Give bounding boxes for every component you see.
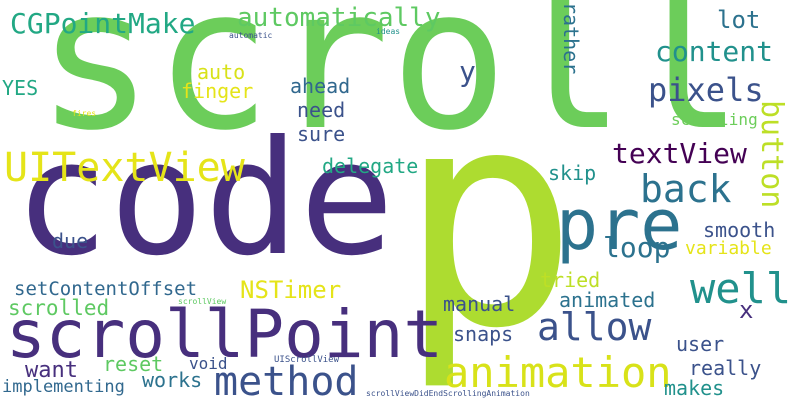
word-uiscrollview: UIScrollView <box>274 355 340 365</box>
word-delegate: scrolling <box>671 110 758 129</box>
word-content: content <box>655 35 774 68</box>
word-pre: pre <box>556 184 683 266</box>
word-cgpointmake: CGPointMake <box>10 7 196 40</box>
word-manual: manual <box>443 292 516 316</box>
word-sure: sure <box>297 122 346 146</box>
word-rather: delegate <box>322 154 419 178</box>
word-works: works <box>142 368 203 392</box>
word-need: need <box>297 98 346 122</box>
word-automatic: automatic <box>229 31 273 40</box>
word-nstimer: NSTimer <box>240 276 342 304</box>
word-ahead: ahead <box>290 74 351 98</box>
word-makes: makes <box>664 376 725 400</box>
word-want: want <box>25 358 78 383</box>
word-textview: textView <box>612 137 747 170</box>
word-p: p <box>398 45 579 394</box>
word-animation: animation <box>444 348 672 397</box>
word-loop: loop <box>603 231 671 264</box>
word-smooth: smooth <box>703 218 776 242</box>
word-yes: YES <box>2 76 39 100</box>
word-uitextview: UITextView <box>4 145 245 191</box>
word-snaps: snaps <box>453 322 514 346</box>
word-skip: skip <box>548 161 597 185</box>
word-reset: reset <box>103 352 164 376</box>
word-back: back <box>640 167 732 211</box>
word-void: void <box>189 354 228 373</box>
word-pixels: pixels <box>648 71 764 109</box>
word-ideas: ideas <box>376 27 401 36</box>
word-animated: animated <box>559 288 656 312</box>
word-x: x <box>739 296 754 324</box>
word-fires: fires <box>72 109 97 118</box>
word-scrolled: scrolled <box>8 296 110 320</box>
word-variable: variable <box>685 238 772 259</box>
word-tried: tried <box>540 268 601 292</box>
word-scrollpoint: scrollPoint <box>6 296 444 373</box>
word-code: code <box>14 107 395 291</box>
word-automatically: automatically <box>237 3 441 33</box>
word-finger: finger <box>181 79 254 103</box>
word-setcontentoffset: setContentOffset <box>14 278 198 300</box>
word-scrolling: rather <box>559 2 583 75</box>
word-auto: auto <box>197 60 246 84</box>
word-button: button <box>754 100 789 209</box>
word-method: method <box>214 359 359 400</box>
word-really: really <box>689 356 762 380</box>
word-well: well <box>690 264 792 313</box>
word-y: y <box>459 55 476 88</box>
word-implementing: implementing <box>2 377 125 397</box>
word-lot: lot <box>717 6 761 34</box>
word-allow: allow <box>537 305 652 349</box>
word-scrollview: scrollView <box>178 297 227 306</box>
word-due: due <box>52 229 89 253</box>
word-scroll: scroll <box>36 0 745 174</box>
word-user: user <box>676 332 725 356</box>
word-scrollviewdidendscrollinganimation: scrollViewDidEndScrollingAnimation <box>366 389 530 398</box>
